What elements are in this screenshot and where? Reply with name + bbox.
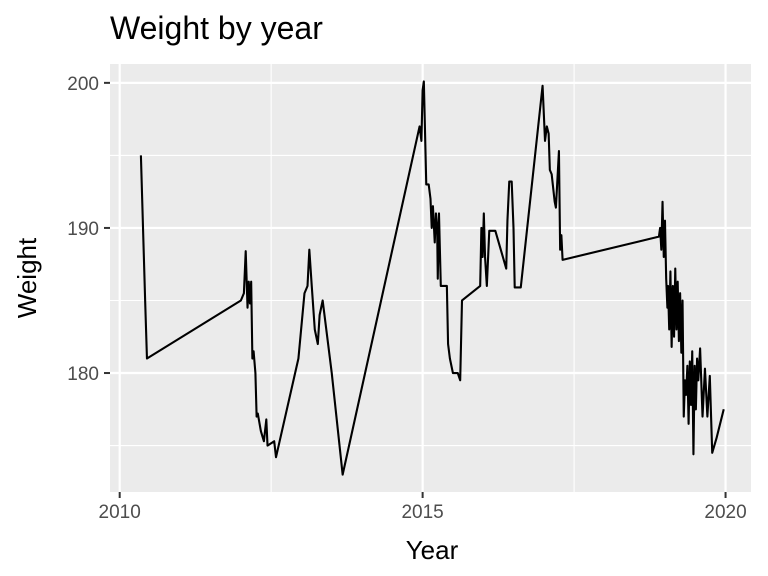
plot-panel <box>110 64 751 492</box>
y-tick-label: 190 <box>67 219 99 240</box>
x-tick-label: 2020 <box>704 502 746 523</box>
weight-series-line <box>139 80 725 476</box>
x-axis-title: Year <box>406 535 459 565</box>
chart-title: Weight by year <box>110 10 323 46</box>
x-tick-label: 2010 <box>99 502 141 523</box>
y-tick-label: 200 <box>67 74 99 95</box>
plot-area: 2010 2015 2020 180 190 200 <box>67 64 751 523</box>
y-tick-label: 180 <box>67 364 99 385</box>
y-axis-title: Weight <box>12 237 42 318</box>
x-tick-label: 2015 <box>401 502 443 523</box>
